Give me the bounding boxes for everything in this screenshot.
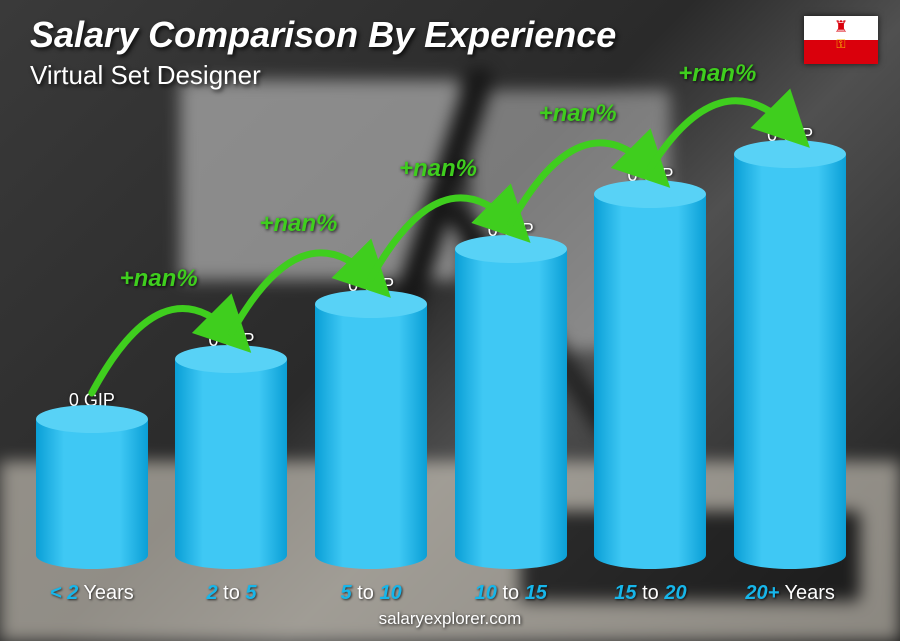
chart-title: Salary Comparison By Experience bbox=[30, 14, 616, 56]
x-axis-label: 10 to 15 bbox=[475, 582, 547, 605]
delta-label: +nan% bbox=[399, 155, 477, 183]
chart-subtitle: Virtual Set Designer bbox=[30, 60, 261, 91]
x-axis-label: < 2 Years bbox=[50, 582, 134, 605]
x-axis-label: 15 to 20 bbox=[614, 582, 686, 605]
chart-canvas: Salary Comparison By Experience Virtual … bbox=[0, 0, 900, 641]
castle-icon: ♜ bbox=[834, 20, 848, 36]
country-flag: ♜ ⚿ bbox=[804, 16, 878, 64]
delta-label: +nan% bbox=[678, 60, 756, 88]
delta-label: +nan% bbox=[259, 210, 337, 238]
key-icon: ⚿ bbox=[836, 38, 845, 50]
x-axis-label: 20+ Years bbox=[745, 582, 835, 605]
x-axis-label: 5 to 10 bbox=[341, 582, 402, 605]
delta-label: +nan% bbox=[539, 100, 617, 128]
delta-label: +nan% bbox=[120, 265, 198, 293]
x-axis-label: 2 to 5 bbox=[206, 582, 256, 605]
footer-source: salaryexplorer.com bbox=[0, 609, 900, 629]
bar-chart: 0 GIP< 2 Years0 GIP2 to 50 GIP5 to 100 G… bbox=[22, 100, 860, 569]
